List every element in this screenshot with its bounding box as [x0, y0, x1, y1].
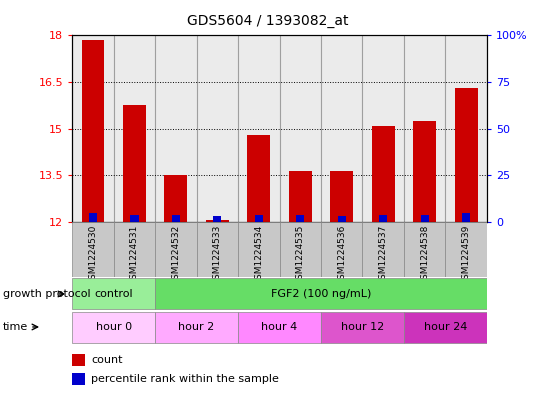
- Text: hour 0: hour 0: [96, 322, 132, 332]
- Text: GSM1224535: GSM1224535: [296, 225, 305, 285]
- Bar: [72, 222, 114, 277]
- Bar: [404, 222, 446, 277]
- Text: GSM1224539: GSM1224539: [462, 225, 471, 285]
- Text: hour 4: hour 4: [262, 322, 297, 332]
- Text: GSM1224536: GSM1224536: [337, 225, 346, 285]
- Bar: [363, 222, 404, 277]
- Bar: [114, 35, 155, 222]
- Text: hour 24: hour 24: [424, 322, 467, 332]
- Bar: [206, 220, 229, 222]
- Bar: [238, 35, 280, 222]
- Text: control: control: [94, 289, 133, 299]
- Bar: [155, 222, 197, 277]
- Bar: [238, 312, 321, 343]
- Bar: [72, 35, 114, 222]
- Bar: [280, 35, 321, 222]
- Text: FGF2 (100 ng/mL): FGF2 (100 ng/mL): [271, 289, 371, 299]
- Text: hour 12: hour 12: [341, 322, 384, 332]
- Text: GDS5604 / 1393082_at: GDS5604 / 1393082_at: [187, 14, 348, 28]
- Bar: [197, 222, 238, 277]
- Bar: [404, 312, 487, 343]
- Bar: [462, 213, 470, 222]
- Bar: [155, 312, 238, 343]
- Text: GSM1224537: GSM1224537: [379, 225, 388, 285]
- Bar: [321, 222, 363, 277]
- Bar: [446, 35, 487, 222]
- Bar: [255, 215, 263, 222]
- Text: hour 2: hour 2: [179, 322, 215, 332]
- Bar: [238, 222, 280, 277]
- Bar: [372, 126, 395, 222]
- Text: percentile rank within the sample: percentile rank within the sample: [91, 374, 279, 384]
- Bar: [296, 215, 304, 222]
- Bar: [72, 278, 155, 309]
- Text: GSM1224533: GSM1224533: [213, 225, 222, 285]
- Bar: [289, 171, 312, 222]
- Bar: [321, 35, 363, 222]
- Bar: [72, 354, 86, 366]
- Text: GSM1224532: GSM1224532: [171, 225, 180, 285]
- Text: GSM1224534: GSM1224534: [254, 225, 263, 285]
- Bar: [404, 35, 446, 222]
- Text: count: count: [91, 355, 123, 365]
- Bar: [131, 215, 139, 222]
- Bar: [155, 278, 487, 309]
- Bar: [155, 35, 197, 222]
- Text: GSM1224531: GSM1224531: [130, 225, 139, 285]
- Bar: [446, 222, 487, 277]
- Text: GSM1224530: GSM1224530: [88, 225, 97, 285]
- Bar: [89, 213, 97, 222]
- Bar: [72, 312, 155, 343]
- Bar: [330, 171, 353, 222]
- Bar: [123, 105, 146, 222]
- Bar: [172, 215, 180, 222]
- Bar: [455, 88, 478, 222]
- Bar: [413, 121, 436, 222]
- Bar: [247, 135, 270, 222]
- Text: time: time: [3, 322, 28, 332]
- Bar: [81, 40, 104, 222]
- Bar: [338, 216, 346, 222]
- Bar: [114, 222, 155, 277]
- Bar: [72, 373, 86, 385]
- Text: GSM1224538: GSM1224538: [420, 225, 429, 285]
- Bar: [421, 215, 429, 222]
- Bar: [280, 222, 321, 277]
- Bar: [379, 215, 387, 222]
- Bar: [197, 35, 238, 222]
- Text: growth protocol: growth protocol: [3, 289, 90, 299]
- Bar: [363, 35, 404, 222]
- Bar: [213, 217, 221, 222]
- Bar: [321, 312, 404, 343]
- Bar: [164, 175, 187, 222]
